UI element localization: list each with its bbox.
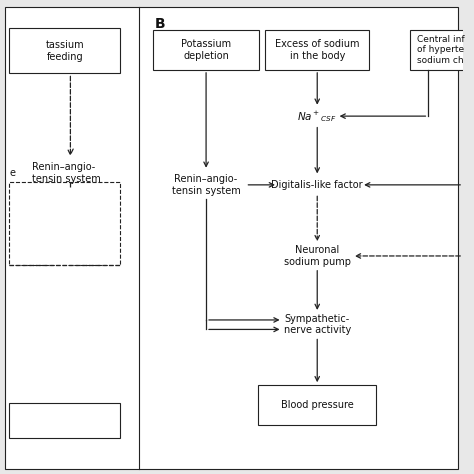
FancyBboxPatch shape bbox=[258, 385, 376, 426]
FancyBboxPatch shape bbox=[265, 30, 369, 70]
Text: Potassium
depletion: Potassium depletion bbox=[181, 39, 231, 61]
FancyBboxPatch shape bbox=[153, 30, 259, 70]
Text: e: e bbox=[9, 168, 15, 178]
Text: B: B bbox=[155, 17, 166, 31]
FancyBboxPatch shape bbox=[9, 182, 120, 265]
Text: Renin–angio-
tensin system: Renin–angio- tensin system bbox=[32, 162, 101, 184]
Text: Renin–angio-
tensin system: Renin–angio- tensin system bbox=[172, 174, 240, 196]
FancyBboxPatch shape bbox=[410, 30, 474, 70]
FancyBboxPatch shape bbox=[5, 7, 458, 469]
Text: Na$^+$$_{\mathregular{CSF}}$: Na$^+$$_{\mathregular{CSF}}$ bbox=[298, 109, 337, 124]
FancyBboxPatch shape bbox=[9, 403, 120, 438]
Text: Excess of sodium
in the body: Excess of sodium in the body bbox=[275, 39, 359, 61]
Text: Sympathetic-
nerve activity: Sympathetic- nerve activity bbox=[283, 314, 351, 336]
Text: Neuronal
sodium pump: Neuronal sodium pump bbox=[284, 245, 351, 267]
Text: Central inf
of hyperte
sodium ch: Central inf of hyperte sodium ch bbox=[417, 35, 465, 64]
Text: Digitalis-like factor: Digitalis-like factor bbox=[272, 180, 363, 190]
FancyBboxPatch shape bbox=[9, 28, 120, 73]
Text: tassium
feeding: tassium feeding bbox=[46, 40, 84, 62]
Text: Blood pressure: Blood pressure bbox=[281, 400, 354, 410]
